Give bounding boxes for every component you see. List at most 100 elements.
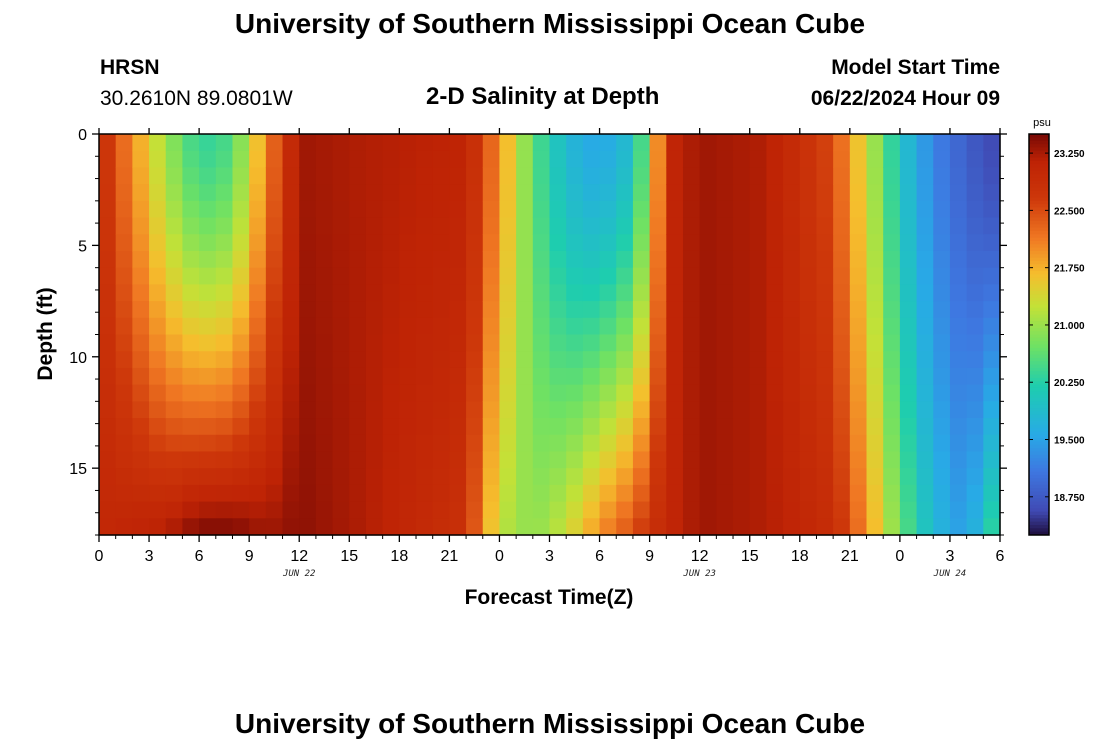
heatmap-cell [966,184,984,202]
heatmap-cell [599,200,617,219]
heatmap-cell [215,200,234,219]
heatmap-cell [99,518,117,536]
heatmap-cell [666,184,684,202]
heatmap-cell [883,367,901,386]
heatmap-cell [949,451,968,469]
heatmap-cell [916,234,934,252]
heatmap-cell [616,284,634,302]
heatmap-cell [566,167,584,185]
heatmap-cell [482,518,501,536]
colorbar-tick-label: 21.750 [1054,264,1085,275]
heatmap-cell [332,451,350,469]
heatmap-cell [849,317,868,336]
heatmap-cell [849,134,868,152]
heatmap-cell [733,250,751,269]
heatmap-cell [349,384,367,402]
colorbar-segment [1029,304,1049,309]
heatmap-cell [299,501,317,519]
heatmap-cell [883,167,901,185]
heatmap-cell [132,334,150,352]
heatmap-cell [332,184,350,202]
heatmap-cell [983,401,1001,419]
heatmap-cell [566,451,584,469]
heatmap-cell [399,301,417,319]
heatmap-cell [699,367,717,386]
colorbar-segment [1029,207,1049,212]
heatmap-cell [682,267,701,285]
colorbar-segment [1029,501,1049,506]
heatmap-cell [849,434,868,453]
heatmap-cell [349,468,367,486]
heatmap-cell [315,384,334,402]
heatmap-cell [115,367,133,386]
heatmap-cell [616,217,634,235]
heatmap-cell [432,401,450,419]
heatmap-cell [165,518,184,536]
heatmap-cell [382,384,400,402]
heatmap-cell [649,468,667,486]
heatmap-cell [516,150,534,169]
x-tick-label: 21 [440,548,458,565]
heatmap-cell [749,468,768,486]
heatmap-cell [733,501,751,519]
y-tick-label: 15 [69,461,87,478]
heatmap-cell [733,518,751,536]
heatmap-cell [566,334,584,352]
heatmap-cell [532,451,551,469]
heatmap-cell [866,217,884,235]
colorbar-segment [1029,167,1049,172]
heatmap-cell [299,334,317,352]
heatmap-cell [265,518,284,536]
heatmap-cell [883,267,901,285]
heatmap-cell [232,401,250,419]
heatmap-cell [799,150,818,169]
heatmap-cell [132,284,150,302]
heatmap-cell [249,501,267,519]
colorbar-segment [1029,227,1049,232]
heatmap-cell [783,134,801,152]
heatmap-cell [716,451,734,469]
colorbar-segment [1029,438,1049,442]
heatmap-cell [182,334,200,352]
heatmap-cell [532,301,551,319]
heatmap-cell [132,367,150,386]
heatmap-cell [582,468,601,486]
heatmap-cell [165,217,184,235]
heatmap-cell [983,234,1001,252]
heatmap-cell [449,484,467,503]
heatmap-cell [799,351,818,369]
heatmap-cell [349,267,367,285]
heatmap-cell [399,284,417,302]
heatmap-cell [199,150,217,169]
heatmap-cell [849,301,868,319]
heatmap-cell [416,250,434,269]
heatmap-cell [883,401,901,419]
heatmap-cell [482,468,501,486]
heatmap-cell [916,434,934,453]
heatmap-cell [816,468,834,486]
heatmap-cell [599,217,617,235]
heatmap-cell [933,267,951,285]
heatmap-cell [766,167,784,185]
heatmap-cell [549,501,567,519]
heatmap-cell [899,200,918,219]
heatmap-cell [749,334,768,352]
heatmap-cell [165,434,184,453]
heatmap-cell [766,267,784,285]
heatmap-cell [99,418,117,436]
colorbar-segment [1029,147,1049,152]
heatmap-cell [349,351,367,369]
heatmap-cell [949,167,968,185]
heatmap-cell [265,367,284,386]
heatmap-cell [365,217,384,235]
heatmap-cell [466,518,484,536]
heatmap-cell [716,317,734,336]
heatmap-cell [315,468,334,486]
heatmap-cell [449,301,467,319]
heatmap-cell [849,468,868,486]
heatmap-cell [466,301,484,319]
heatmap-cell [315,484,334,503]
heatmap-cell [532,401,551,419]
heatmap-cell [933,167,951,185]
heatmap-cell [249,317,267,336]
